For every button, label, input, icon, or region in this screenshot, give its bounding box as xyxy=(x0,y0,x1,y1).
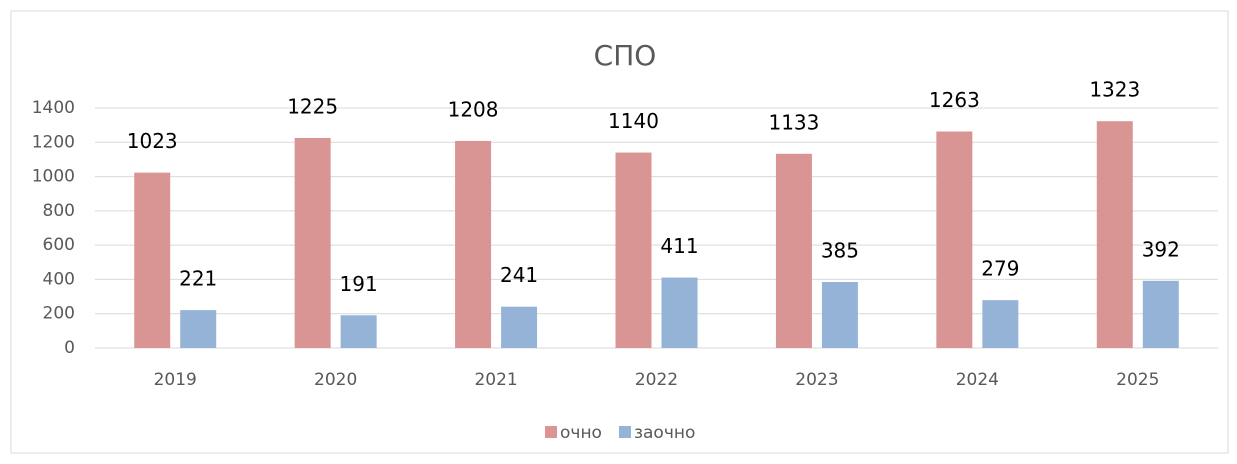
data-label: 385 xyxy=(821,239,859,263)
bar xyxy=(661,277,698,348)
bar xyxy=(821,282,858,348)
bar xyxy=(501,306,538,348)
y-tick-label: 1000 xyxy=(32,167,75,187)
bar xyxy=(180,310,217,348)
legend-swatch xyxy=(545,426,557,438)
data-label: 392 xyxy=(1142,237,1180,261)
y-tick-label: 400 xyxy=(43,269,75,289)
x-tick-label: 2025 xyxy=(1116,370,1159,390)
data-label: 411 xyxy=(660,234,698,258)
data-label: 1323 xyxy=(1089,78,1140,102)
x-tick-label: 2024 xyxy=(956,370,999,390)
legend-label: очно xyxy=(560,423,602,443)
bar xyxy=(775,153,812,348)
legend-swatch xyxy=(618,426,631,438)
y-tick-label: 1400 xyxy=(32,98,75,118)
data-label: 1208 xyxy=(448,97,499,121)
bar xyxy=(340,315,377,348)
x-tick-label: 2019 xyxy=(154,370,197,390)
data-label: 1263 xyxy=(929,88,980,112)
bar xyxy=(1142,280,1179,348)
x-tick-label: 2020 xyxy=(314,370,357,390)
y-tick-label: 600 xyxy=(43,235,75,255)
chart-title: СПО xyxy=(594,39,657,72)
data-label: 1225 xyxy=(287,95,338,119)
bar xyxy=(294,138,331,348)
x-tick-label: 2023 xyxy=(795,370,838,390)
y-tick-label: 200 xyxy=(43,304,75,324)
bar xyxy=(936,131,973,348)
data-label: 1133 xyxy=(768,110,819,134)
y-tick-label: 0 xyxy=(64,338,75,358)
y-tick-label: 800 xyxy=(43,201,75,221)
bar xyxy=(134,172,171,348)
bar xyxy=(455,140,492,348)
x-tick-label: 2021 xyxy=(474,370,517,390)
legend-label: заочно xyxy=(634,423,695,443)
bar xyxy=(982,300,1019,348)
data-label: 221 xyxy=(179,267,217,291)
data-label: 1023 xyxy=(127,129,178,153)
bar xyxy=(615,152,652,348)
data-label: 191 xyxy=(340,272,378,296)
data-label: 279 xyxy=(981,257,1019,281)
data-label: 241 xyxy=(500,263,538,287)
data-label: 1140 xyxy=(608,109,659,133)
x-tick-label: 2022 xyxy=(635,370,678,390)
y-tick-label: 1200 xyxy=(32,132,75,152)
bar xyxy=(1096,121,1133,348)
